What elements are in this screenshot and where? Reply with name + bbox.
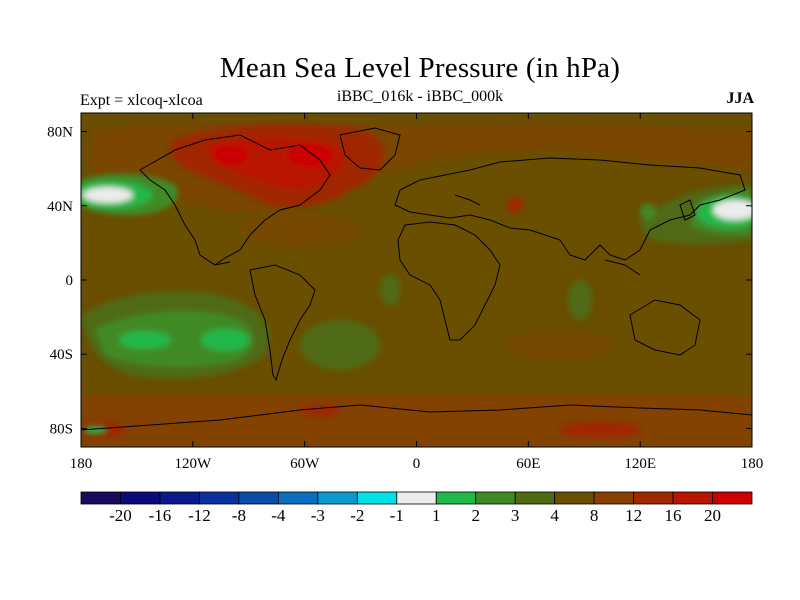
colorbar-label: 3 <box>511 506 520 525</box>
colorbar-swatch <box>238 491 279 505</box>
lat-label: 80S <box>50 421 73 437</box>
lat-label: 0 <box>66 273 74 289</box>
colorbar-swatch <box>199 491 240 505</box>
colorbar-swatch <box>475 491 516 505</box>
colorbar-label: -8 <box>232 506 246 525</box>
lat-label: 40N <box>47 199 73 215</box>
colorbar: -20 -16 -12 -8 -4 -3 -2 -1 1 2 3 4 8 12 16 20 <box>80 491 753 525</box>
lon-label: 60E <box>516 456 540 472</box>
map-title: Mean Sea Level Pressure (in hPa) <box>219 52 621 84</box>
lon-label: 180 <box>70 456 93 472</box>
lon-label: 60W <box>290 456 320 472</box>
colorbar-swatch <box>277 491 319 505</box>
colorbar-swatch <box>712 491 753 505</box>
colorbar-label: -1 <box>390 506 404 525</box>
colorbar-swatch <box>593 491 634 505</box>
colorbar-label: -12 <box>188 506 211 525</box>
colorbar-label: 12 <box>625 506 642 525</box>
axis-labels: 80N 40N 0 40S 80S 180 120W 60W 0 60E 120E 180 <box>47 125 763 472</box>
colorbar-label: -3 <box>311 506 325 525</box>
coastlines <box>81 127 752 431</box>
colorbar-swatch <box>672 491 713 505</box>
axis-ticks <box>80 113 753 447</box>
lon-label: 0 <box>413 456 421 472</box>
colorbar-label: -20 <box>109 506 132 525</box>
colorbar-swatch <box>80 491 121 505</box>
lon-label: 120E <box>624 456 656 472</box>
experiment-label: Expt = xlcoq-xlcoa <box>80 92 203 109</box>
colorbar-swatch <box>317 491 358 505</box>
colorbar-swatch <box>633 491 674 505</box>
colorbar-swatch <box>554 491 595 505</box>
colorbar-label: 4 <box>550 506 559 525</box>
lat-label: 80N <box>47 125 73 141</box>
lat-label: 40S <box>50 347 73 363</box>
colorbar-label: 1 <box>432 506 441 525</box>
colorbar-swatch <box>159 491 200 505</box>
colorbar-label: 20 <box>704 506 721 525</box>
colorbar-swatch <box>120 491 161 505</box>
lon-label: 180 <box>741 456 764 472</box>
season-label: JJA <box>726 90 754 107</box>
colorbar-swatch <box>356 491 398 505</box>
colorbar-label: -2 <box>350 506 364 525</box>
colorbar-label: 16 <box>665 506 682 525</box>
difference-label: iBBC_016k - iBBC_000k <box>336 88 504 105</box>
anomaly-greens <box>81 173 752 434</box>
colorbar-label: -16 <box>149 506 172 525</box>
colorbar-label: 2 <box>471 506 480 525</box>
colorbar-swatch <box>435 491 477 505</box>
map-field <box>81 113 752 447</box>
colorbar-label: -4 <box>271 506 286 525</box>
colorbar-swatch <box>396 491 437 505</box>
colorbar-swatch <box>514 491 556 505</box>
colorbar-label: 8 <box>590 506 599 525</box>
lon-label: 120W <box>174 456 212 472</box>
